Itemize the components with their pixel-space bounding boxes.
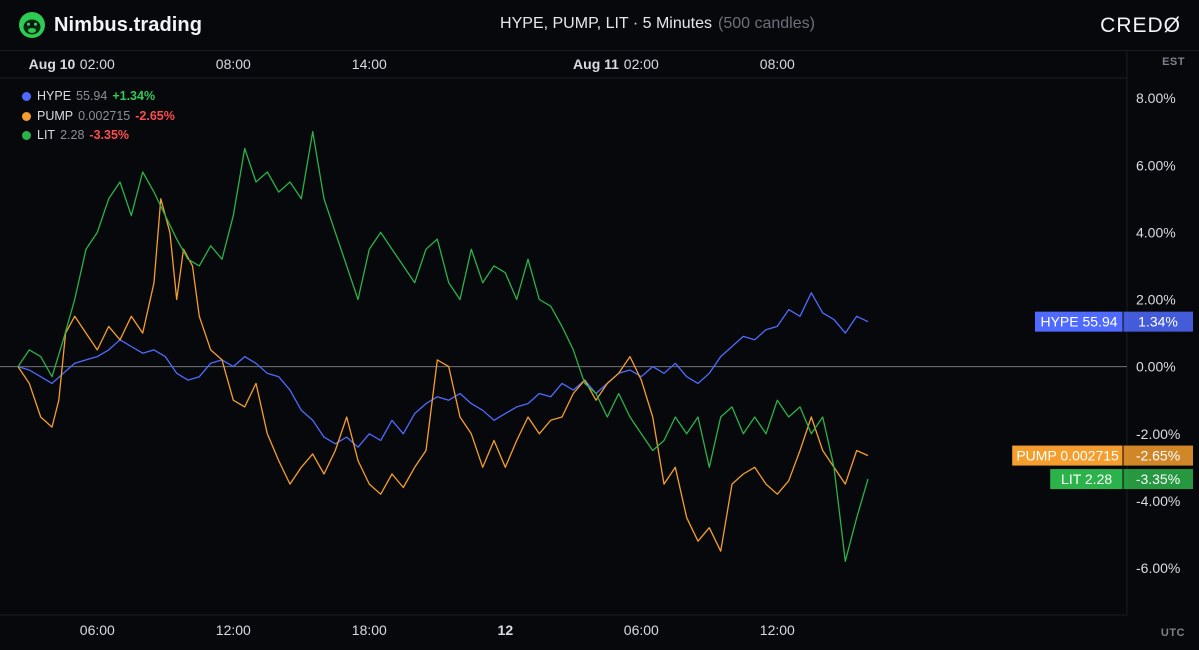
last-price-badge-hype: HYPE 55.94 xyxy=(1040,314,1117,330)
last-price-badge-lit: LIT 2.28 xyxy=(1061,471,1112,487)
x-tick-label-bottom: 06:00 xyxy=(624,622,659,638)
last-change-badge-hype: 1.34% xyxy=(1138,314,1178,330)
x-tick-label-bottom: 06:00 xyxy=(80,622,115,638)
brand[interactable]: Nimbus.trading xyxy=(18,11,202,39)
last-change-badge-lit: -3.35% xyxy=(1136,471,1180,487)
y-tick-label: 2.00% xyxy=(1136,292,1176,308)
legend-dot-icon xyxy=(22,92,31,102)
legend-price: 55.94 xyxy=(76,89,108,103)
y-tick-label: -4.00% xyxy=(1136,493,1180,509)
last-price-badge-pump: PUMP 0.002715 xyxy=(1016,448,1119,464)
x-tick-label-top: 14:00 xyxy=(352,56,387,72)
y-tick-label: -2.00% xyxy=(1136,426,1180,442)
y-tick-label: 6.00% xyxy=(1136,157,1176,173)
badge-change-bg-lit xyxy=(1123,469,1193,490)
legend-price: 2.28 xyxy=(60,128,85,142)
last-change-badge-pump: -2.65% xyxy=(1136,448,1180,464)
badge-label-bg-pump xyxy=(1012,445,1123,466)
chart-title: HYPE, PUMP, LIT · 5 Minutes (500 candles) xyxy=(0,15,1199,33)
legend-change: -3.35% xyxy=(89,128,130,142)
legend-symbol: LIT xyxy=(37,128,56,142)
series-line-hype[interactable] xyxy=(17,292,869,448)
x-tick-label-top: 02:00 xyxy=(624,56,659,72)
legend-change: -2.65% xyxy=(135,108,175,123)
legend-item-lit[interactable]: LIT 2.28 -3.35% xyxy=(22,126,175,146)
legend-item-hype[interactable]: HYPE 55.94 +1.34% xyxy=(22,87,175,107)
x-tick-label-top: 08:00 xyxy=(760,56,795,72)
legend-price: 0.002715 xyxy=(78,108,131,123)
top-bar: Nimbus.trading HYPE, PUMP, LIT · 5 Minut… xyxy=(0,0,1199,51)
x-tick-label-bottom: 12 xyxy=(498,622,514,638)
badge-label-bg-lit xyxy=(1050,469,1123,490)
x-tick-label-top: 02:00 xyxy=(80,56,115,72)
brand-name: Nimbus.trading xyxy=(54,13,203,36)
monkey-logo-icon xyxy=(19,12,45,38)
series-line-lit[interactable] xyxy=(17,131,869,562)
badge-change-bg-pump xyxy=(1123,445,1193,466)
legend-symbol: HYPE xyxy=(37,89,72,103)
y-tick-label: 4.00% xyxy=(1136,224,1176,240)
y-tick-label: 0.00% xyxy=(1136,359,1176,375)
chart-subtitle: (500 candles) xyxy=(717,15,815,32)
x-tick-label-bottom: 18:00 xyxy=(352,622,387,638)
legend-change: +1.34% xyxy=(112,89,156,103)
chart-title-text: HYPE, PUMP, LIT · 5 Minutes xyxy=(500,15,712,32)
chart-legend: HYPE 55.94 +1.34% PUMP 0.002715 -2.65% L… xyxy=(22,87,175,146)
badge-change-bg-hype xyxy=(1123,311,1193,332)
timezone-bottom-label: UTC xyxy=(1160,627,1185,639)
badge-label-bg-hype xyxy=(1035,311,1123,332)
legend-symbol: PUMP xyxy=(37,108,74,123)
legend-dot-icon xyxy=(22,131,31,141)
x-tick-label-top: 08:00 xyxy=(216,56,251,72)
partner-logo: CREDØ xyxy=(1100,14,1181,37)
legend-dot-icon xyxy=(22,111,31,121)
x-tick-label-bottom: 12:00 xyxy=(760,622,795,638)
y-tick-label: -6.00% xyxy=(1136,560,1180,576)
legend-item-pump[interactable]: PUMP 0.002715 -2.65% xyxy=(22,107,175,127)
timezone-top-label: EST xyxy=(1162,56,1185,68)
x-tick-label-top: Aug 11 xyxy=(573,56,619,72)
x-tick-label-top: Aug 10 xyxy=(29,56,76,72)
y-tick-label: 8.00% xyxy=(1136,90,1176,106)
series-line-pump[interactable] xyxy=(17,198,869,552)
x-tick-label-bottom: 12:00 xyxy=(216,622,251,638)
